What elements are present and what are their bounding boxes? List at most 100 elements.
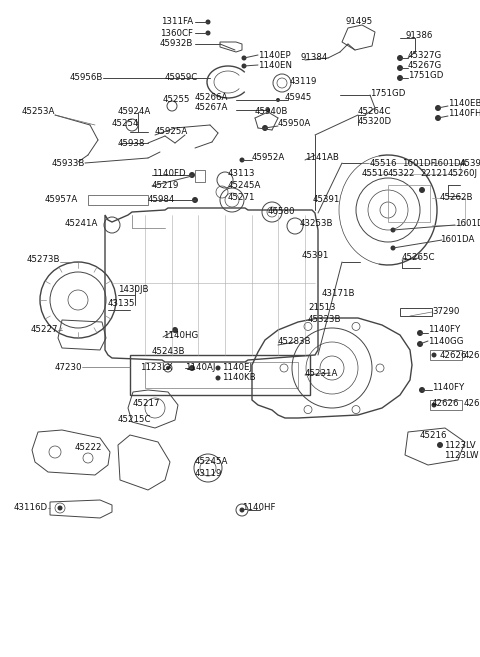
Text: 45267A: 45267A (195, 102, 228, 112)
Text: 45984: 45984 (148, 196, 175, 204)
Circle shape (189, 172, 195, 178)
Text: 45959C: 45959C (165, 74, 198, 83)
Text: 43253B: 43253B (300, 219, 334, 229)
Text: 1140GG: 1140GG (428, 336, 464, 346)
Text: 47230: 47230 (55, 363, 82, 371)
Circle shape (397, 55, 403, 61)
Text: 1140KB: 1140KB (222, 373, 256, 382)
Text: 45932B: 45932B (160, 39, 193, 49)
Text: 91495: 91495 (345, 18, 372, 26)
Text: 1123LV: 1123LV (444, 442, 476, 451)
Text: 45938: 45938 (118, 139, 145, 148)
Text: 1140EJ: 1140EJ (222, 363, 252, 371)
Text: 1311FA: 1311FA (161, 18, 193, 26)
Text: 42621: 42621 (464, 350, 480, 359)
Text: 45940B: 45940B (255, 108, 288, 116)
Text: 42626: 42626 (440, 350, 468, 359)
Text: 45227: 45227 (31, 325, 58, 334)
Text: 45260J: 45260J (448, 170, 478, 179)
Circle shape (417, 330, 423, 336)
Circle shape (432, 403, 436, 407)
Circle shape (437, 442, 443, 448)
Text: 1360CF: 1360CF (160, 28, 193, 37)
Text: 1751GD: 1751GD (408, 70, 444, 79)
Circle shape (58, 505, 62, 510)
Text: 45254: 45254 (112, 120, 140, 129)
Text: 45245A: 45245A (195, 457, 228, 466)
Circle shape (189, 365, 195, 371)
Text: 45950A: 45950A (278, 120, 311, 129)
Circle shape (205, 30, 211, 35)
Text: 1140EN: 1140EN (258, 60, 292, 70)
Circle shape (205, 20, 211, 24)
Circle shape (435, 105, 441, 111)
Text: 45320D: 45320D (358, 118, 392, 127)
Circle shape (397, 75, 403, 81)
Circle shape (276, 98, 280, 102)
Text: 43135: 43135 (108, 300, 135, 309)
Text: 21513: 21513 (308, 304, 336, 313)
Circle shape (417, 341, 423, 347)
Text: 1140HG: 1140HG (163, 330, 198, 340)
Text: 1140FY: 1140FY (428, 325, 460, 334)
Text: 1601DF: 1601DF (455, 219, 480, 229)
Text: 22121: 22121 (420, 170, 447, 179)
Text: 1601DF: 1601DF (402, 158, 436, 168)
Text: 45216: 45216 (420, 430, 447, 440)
Circle shape (432, 353, 436, 357)
Text: 91384: 91384 (300, 53, 328, 62)
Text: 42620: 42620 (464, 399, 480, 409)
Text: 43116D: 43116D (14, 503, 48, 512)
Circle shape (435, 115, 441, 121)
Circle shape (266, 108, 270, 112)
Text: 45323B: 45323B (308, 315, 341, 323)
Circle shape (240, 158, 244, 162)
Text: 45956B: 45956B (70, 74, 103, 83)
Text: 46580: 46580 (268, 206, 296, 215)
Circle shape (391, 227, 396, 233)
Text: 45391: 45391 (302, 250, 329, 260)
Text: 45933B: 45933B (52, 158, 85, 168)
Circle shape (172, 327, 178, 333)
Text: 45283B: 45283B (278, 338, 312, 346)
Text: 1430JB: 1430JB (118, 284, 148, 294)
Text: 45273B: 45273B (26, 256, 60, 265)
Text: 1601DA: 1601DA (432, 158, 467, 168)
Text: 45215C: 45215C (118, 415, 152, 424)
Circle shape (216, 376, 220, 380)
Text: 45391: 45391 (460, 158, 480, 168)
Text: 1140EP: 1140EP (258, 51, 290, 60)
Text: 45952A: 45952A (252, 154, 285, 162)
Text: 45243B: 45243B (152, 346, 185, 355)
Text: 91386: 91386 (406, 32, 433, 41)
Circle shape (166, 366, 170, 370)
Text: 45262B: 45262B (440, 194, 473, 202)
Circle shape (192, 197, 198, 203)
Circle shape (216, 365, 220, 371)
Text: 43119: 43119 (195, 468, 222, 478)
Text: 45231A: 45231A (305, 369, 338, 378)
Text: 45219: 45219 (152, 181, 180, 191)
Text: 37290: 37290 (432, 307, 459, 317)
Circle shape (391, 246, 396, 250)
Text: 45245A: 45245A (228, 181, 262, 191)
Text: 45327G: 45327G (408, 51, 442, 60)
Text: 1601DA: 1601DA (440, 235, 474, 244)
Text: 45255: 45255 (163, 95, 191, 104)
Text: 45516: 45516 (370, 158, 397, 168)
Text: 45266A: 45266A (195, 93, 228, 101)
Text: 45271: 45271 (228, 194, 255, 202)
Text: 43171B: 43171B (322, 288, 356, 298)
Text: 43113: 43113 (228, 170, 255, 179)
Text: 1123LW: 1123LW (444, 451, 479, 461)
Circle shape (419, 187, 425, 193)
Text: 1141AB: 1141AB (305, 154, 339, 162)
Circle shape (240, 507, 244, 512)
Text: 43119: 43119 (290, 76, 317, 85)
Text: 1140FH: 1140FH (448, 108, 480, 118)
Text: 45516: 45516 (362, 170, 389, 179)
Text: 45217: 45217 (133, 399, 160, 409)
Text: 1140FY: 1140FY (432, 384, 464, 392)
Text: 45264C: 45264C (358, 108, 392, 116)
Text: 45391: 45391 (312, 196, 340, 204)
